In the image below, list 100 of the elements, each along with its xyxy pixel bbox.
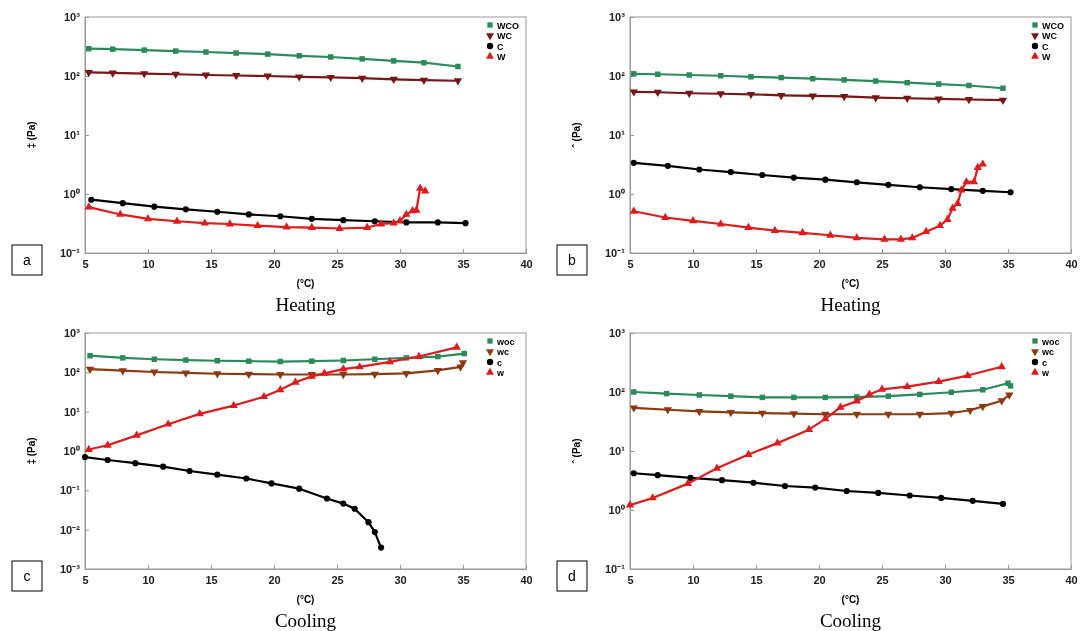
point [452,342,461,350]
text: Heating [820,294,882,315]
point [455,63,461,70]
legend-label: C [497,41,504,52]
x-tick-label: 15 [205,258,218,271]
y-tick-label: 10² [63,70,81,83]
point [840,94,849,102]
y-tick-label: 10¹ [63,129,81,142]
point [143,213,153,222]
point [1007,383,1014,389]
point [389,218,398,226]
point [245,211,252,218]
point [233,50,239,56]
point [1000,85,1006,91]
point [685,90,694,99]
point [462,220,469,227]
point [308,215,315,222]
point [872,78,879,84]
point [777,92,786,101]
point [103,440,112,448]
point [630,159,637,166]
y-tick-label: 10¹ [63,405,81,418]
point [885,393,892,399]
point [355,362,364,370]
point [171,71,180,80]
point [296,485,303,492]
x-tick-label: 25 [876,574,889,587]
point [402,370,411,379]
text: a [23,252,32,268]
point [246,358,252,364]
point [132,460,139,467]
point [213,371,222,379]
y-tick-label: 10³ [608,11,626,24]
point [182,206,189,213]
point [778,74,784,81]
point [435,353,441,360]
legend-label: woc [496,336,515,347]
point [421,59,427,66]
text: Cooling [274,610,337,631]
text: b [568,252,577,268]
legend-label: W [1042,52,1051,62]
point [264,51,271,57]
x-tick-label: 25 [331,258,344,271]
x-tick-label: 40 [520,258,533,271]
point [999,500,1007,507]
legend-label: WC [497,31,513,41]
point [630,470,637,477]
point [822,176,829,183]
x-tick-label: 5 [82,258,89,271]
legend-label: wc [496,347,510,357]
point [253,220,262,229]
text: c [23,568,31,584]
point [789,411,798,419]
point [200,218,209,226]
point [963,370,972,378]
point [225,219,235,227]
point [277,213,284,220]
point [327,54,334,60]
point [195,409,204,417]
legend-label: WCO [497,20,519,31]
point [296,53,302,59]
y-tick-label: 10⁻¹ [59,484,81,497]
point [629,206,638,214]
point [214,208,221,215]
point [935,81,942,87]
point [896,234,906,242]
x-axis-title: (°C) [296,278,315,289]
point [232,73,241,81]
point [276,384,285,393]
point [938,494,945,502]
point [948,186,955,193]
y-axis-title: ˆ (Pa) [571,438,582,464]
point [853,179,860,186]
x-tick-label: 15 [750,574,763,587]
x-tick-label: 5 [627,574,634,587]
point [87,352,93,359]
point [201,72,211,80]
x-tick-label: 30 [939,574,952,587]
point [664,162,671,169]
point [458,360,468,368]
point [969,497,976,504]
y-tick-label: 10⁰ [608,504,625,517]
point [962,177,971,185]
point [320,368,329,376]
point [116,209,125,217]
legend-label: WC [1042,31,1058,41]
point [326,74,335,83]
point [365,519,372,526]
point [416,183,425,191]
x-tick-label: 35 [457,258,470,271]
y-tick-label: 10² [608,386,626,399]
point [904,79,910,86]
point [966,407,975,416]
point [358,75,367,83]
point [798,227,807,236]
point [244,371,253,379]
point [141,47,147,53]
point [884,411,893,420]
point [973,162,982,171]
point [852,411,861,420]
